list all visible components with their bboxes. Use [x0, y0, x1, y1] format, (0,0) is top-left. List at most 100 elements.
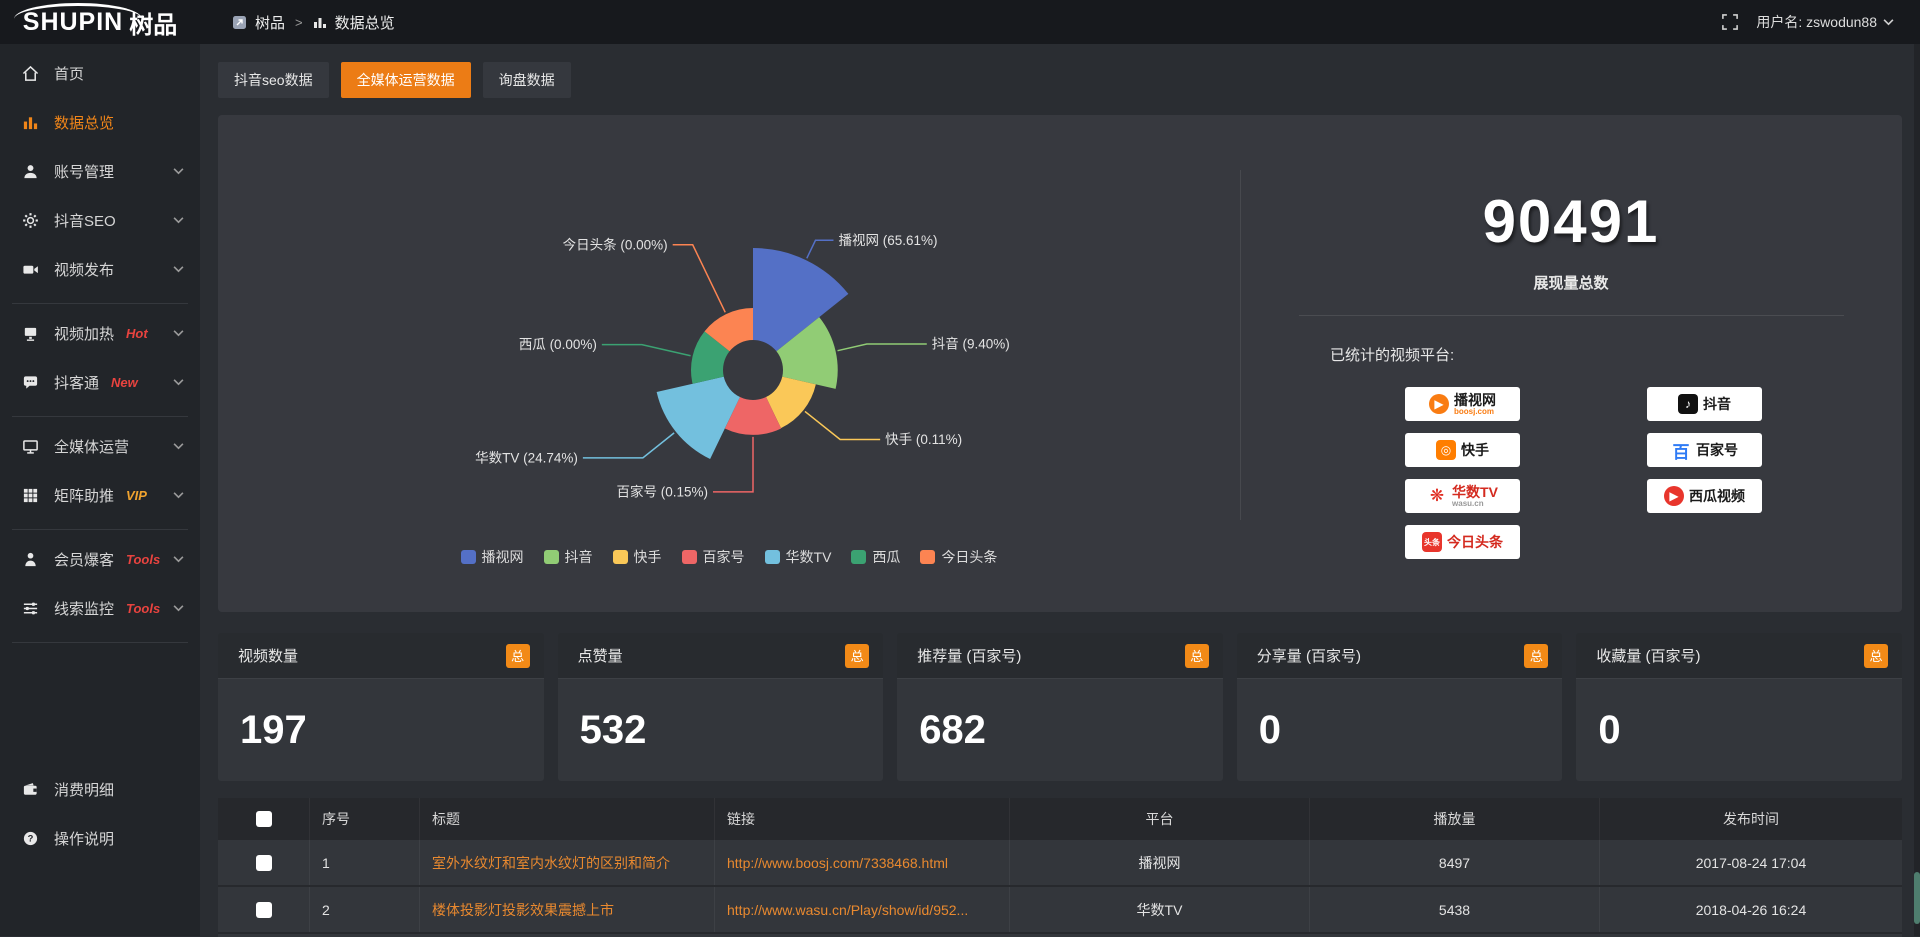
rose-slice-快手[interactable] — [766, 376, 816, 429]
sidebar-item-视频加热[interactable]: 视频加热 Hot — [0, 313, 200, 353]
page-scrollbar[interactable] — [1914, 44, 1920, 936]
legend-item-今日头条[interactable]: 今日头条 — [920, 547, 997, 567]
wasu-logo: ❋ — [1429, 486, 1445, 505]
stat-card-body: 0 — [1576, 679, 1902, 781]
douyin-logo: ♪ — [1678, 394, 1698, 414]
platform-badge-播视网[interactable]: ▶ 播视网 boosj.com — [1405, 387, 1520, 421]
platform-badge-今日头条[interactable]: 头条 今日头条 — [1405, 525, 1520, 559]
breadcrumb-root[interactable]: 树品 — [255, 14, 286, 32]
tab-抖音seo数据[interactable]: 抖音seo数据 — [218, 62, 329, 98]
row-checkbox[interactable] — [255, 854, 272, 871]
platform-badge-快手[interactable]: ◎ 快手 — [1405, 433, 1520, 467]
row-checkbox[interactable] — [255, 901, 272, 918]
cell-plays: 8497 — [1310, 840, 1600, 885]
platform-badge-抖音[interactable]: ♪ 抖音 — [1647, 387, 1762, 421]
chevron-down-icon — [173, 216, 184, 224]
rose-slice-抖音[interactable] — [776, 317, 838, 389]
platform-badge-西瓜视频[interactable]: ▶ 西瓜视频 — [1647, 479, 1762, 513]
toutiao-logo: 头条 — [1422, 532, 1442, 552]
sidebar-item-label: 线索监控 — [54, 600, 115, 618]
sidebar-item-消费明细[interactable]: 消费明细 — [0, 769, 200, 809]
sidebar-divider — [12, 416, 188, 417]
rose-label-快手: 快手 (0.11%) — [885, 432, 962, 447]
legend-item-抖音[interactable]: 抖音 — [543, 547, 593, 567]
stat-card-body: 532 — [557, 679, 884, 781]
platform-badge-百家号[interactable]: 百 百家号 — [1647, 433, 1762, 467]
stat-card-value: 0 — [1598, 707, 1621, 752]
stat-card-total-badge[interactable]: 总 — [1864, 643, 1888, 668]
stat-card-title: 收藏量 (百家号) — [1596, 648, 1701, 665]
platform-badge-华数TV[interactable]: ❋ 华数TV wasu.cn — [1405, 479, 1520, 513]
cell-time: 2018-04-26 16:24 — [1695, 901, 1807, 918]
sidebar-item-label: 视频加热 — [54, 325, 115, 343]
main-content: 抖音seo数据 全媒体运营数据 询盘数据 播视网 (65.61%) 抖音 (9.40%… — [200, 44, 1920, 937]
cell-title-link[interactable]: 室外水纹灯和室内水纹灯的区别和简介 — [420, 840, 715, 885]
stat-card-value: 0 — [1258, 707, 1282, 752]
legend-item-快手[interactable]: 快手 — [612, 547, 662, 567]
rose-slice-华数TV[interactable] — [656, 376, 740, 460]
user-name-label: 用户名: zswodun88 — [1756, 14, 1877, 30]
breadcrumb-root-icon — [232, 15, 247, 30]
legend-label: 西瓜 — [872, 549, 901, 565]
rose-slice-西瓜[interactable] — [691, 331, 730, 384]
breadcrumb-current-icon — [313, 15, 327, 29]
sidebar-item-抖音SEO[interactable]: 抖音SEO — [0, 200, 200, 240]
legend-item-百家号[interactable]: 百家号 — [681, 547, 745, 567]
sidebar-item-tag: VIP — [126, 487, 147, 503]
sidebar-item-数据总览[interactable]: 数据总览 — [0, 102, 200, 142]
legend-item-西瓜[interactable]: 西瓜 — [851, 547, 900, 567]
stat-card-total-badge[interactable]: 总 — [1184, 643, 1209, 668]
select-all-checkbox[interactable] — [255, 811, 272, 827]
platform-badges: ▶ 播视网 boosj.com ♪ 抖音 ◎ 快手 百 百家号 ❋ — [1405, 387, 1902, 559]
legend-item-播视网[interactable]: 播视网 — [460, 547, 524, 567]
sidebar-item-label: 操作说明 — [54, 830, 115, 848]
total-impressions-label: 展现量总数 — [1533, 275, 1609, 292]
baijiahao-logo: 百 — [1672, 442, 1690, 462]
tab-全媒体运营数据[interactable]: 全媒体运营数据 — [340, 62, 471, 98]
person-icon — [22, 551, 48, 568]
breadcrumb-current[interactable]: 数据总览 — [334, 14, 395, 32]
cell-no: 1 — [310, 840, 420, 885]
sidebar-item-label: 数据总览 — [54, 114, 115, 132]
fullscreen-icon[interactable] — [1722, 14, 1739, 30]
sidebar-item-视频发布[interactable]: 视频发布 — [0, 249, 200, 289]
platform-badge-name: 今日头条 — [1447, 534, 1503, 550]
sidebar-item-矩阵助推[interactable]: 矩阵助推 VIP — [0, 475, 200, 515]
sidebar-item-全媒体运营[interactable]: 全媒体运营 — [0, 426, 200, 466]
home-icon — [22, 65, 48, 82]
cell-url-link[interactable]: http://www.wasu.cn/Play/show/id/952... — [715, 887, 1010, 932]
sidebar-item-线索监控[interactable]: 线索监控 Tools — [0, 588, 200, 628]
rose-slice-百家号[interactable] — [724, 397, 782, 435]
stat-card-total-badge[interactable]: 总 — [505, 643, 530, 668]
cell-url-link[interactable]: http://www.boosj.com/7338468.html — [715, 840, 1010, 885]
legend-label: 抖音 — [564, 549, 593, 565]
chevron-down-icon — [173, 604, 184, 612]
sidebar-item-账号管理[interactable]: 账号管理 — [0, 151, 200, 191]
chat-icon — [22, 374, 48, 391]
videos-table: 序号 标题 链接 平台 播放量 发布时间 1 室外水纹灯和室内水纹灯的区别和简介… — [218, 798, 1902, 937]
sidebar-item-label: 首页 — [54, 65, 85, 83]
sidebar-item-首页[interactable]: 首页 — [0, 53, 200, 93]
rose-slice-今日头条[interactable] — [704, 308, 753, 352]
tab-询盘数据[interactable]: 询盘数据 — [482, 62, 571, 98]
rose-slice-播视网[interactable] — [753, 248, 849, 352]
app-logo[interactable]: SHUPIN 树品 — [0, 0, 200, 44]
sidebar-item-抖客通[interactable]: 抖客通 New — [0, 362, 200, 402]
sidebar-item-操作说明[interactable]: ? 操作说明 — [0, 818, 200, 858]
platform-share-rose-chart[interactable]: 播视网 (65.61%) 抖音 (9.40%) 快手 (0.11%) 百家号 (0.1… — [218, 115, 1240, 555]
stat-card-total-badge[interactable]: 总 — [845, 643, 870, 668]
sidebar: 首页 数据总览 账号管理 抖音SEO 视频发布 视频加热 Hot 抖客通 New 全… — [0, 44, 200, 936]
help-icon: ? — [22, 830, 48, 847]
grid-icon — [22, 487, 48, 504]
scrollbar-thumb[interactable] — [1914, 872, 1920, 924]
stat-card-收藏量 (百家号): 收藏量 (百家号) 总 0 — [1576, 633, 1902, 781]
rose-label-line — [837, 343, 927, 352]
stat-card-value: 682 — [919, 707, 986, 752]
cell-title-link[interactable]: 楼体投影灯投影效果震撼上市 — [420, 887, 715, 932]
topbar-right: 用户名: zswodun88 — [1722, 12, 1920, 32]
sidebar-item-会员爆客[interactable]: 会员爆客 Tools — [0, 539, 200, 579]
stat-card-total-badge[interactable]: 总 — [1524, 643, 1549, 668]
legend-item-华数TV[interactable]: 华数TV — [764, 547, 831, 567]
sidebar-item-tag: Hot — [126, 325, 148, 341]
user-menu[interactable]: 用户名: zswodun88 — [1756, 12, 1894, 32]
